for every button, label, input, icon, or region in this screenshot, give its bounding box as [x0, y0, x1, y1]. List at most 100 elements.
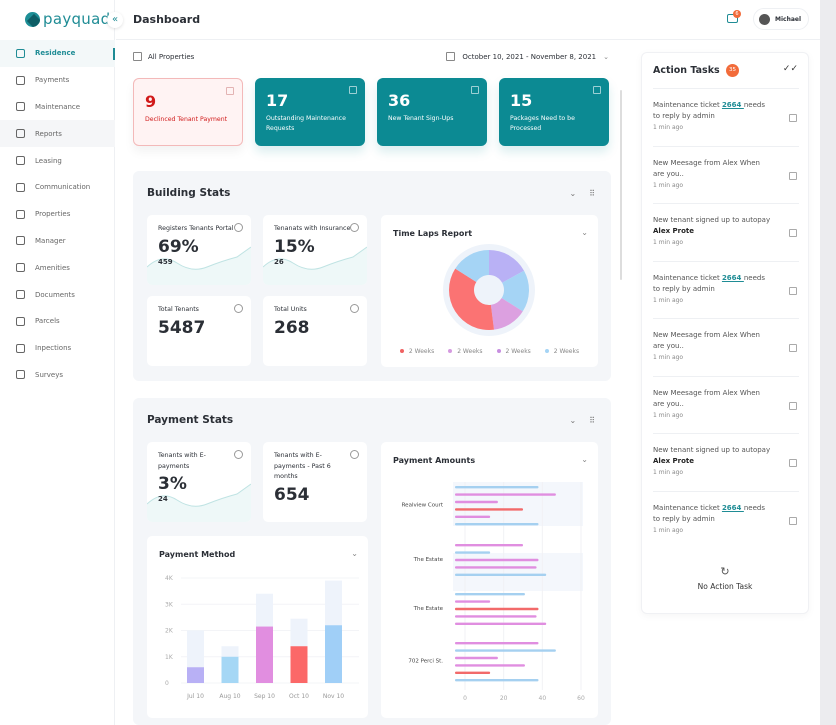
info-icon[interactable]	[350, 304, 359, 313]
legend-label: 2 Weeks	[457, 348, 483, 355]
parcel-icon	[16, 316, 25, 326]
task-text-part: needs to reply by admin	[653, 101, 765, 120]
logo[interactable]: payquad	[25, 10, 110, 28]
external-link-icon[interactable]	[789, 516, 797, 525]
drag-handle-icon[interactable]: ⠿	[589, 416, 595, 425]
info-icon[interactable]	[350, 450, 359, 459]
home-icon	[16, 48, 25, 58]
task-item[interactable]: New Meesage from Alex When are you.. 1 mi…	[653, 145, 799, 204]
chevron-down-icon[interactable]: ⌄	[569, 189, 577, 198]
sidebar-item-amenities[interactable]: Amenities	[0, 254, 115, 281]
sidebar-item-maintenance[interactable]: Maintenance	[0, 94, 115, 121]
external-link-icon[interactable]	[789, 114, 797, 122]
sidebar-item-label: Manager	[35, 236, 66, 245]
documents-icon	[16, 290, 25, 300]
kpi-card[interactable]: 36 New Tenant Sign-Ups	[377, 78, 487, 146]
external-link-icon[interactable]	[471, 86, 479, 94]
group-band	[453, 482, 583, 526]
task-item[interactable]: New Meesage from Alex When are you.. 1 mi…	[653, 318, 799, 376]
sidebar-item-communication[interactable]: Communication	[0, 174, 115, 201]
task-text: New Meesage from Alex When are you..	[653, 388, 773, 410]
sidebar-item-leasing[interactable]: Leasing	[0, 147, 115, 174]
sidebar-item-parcels[interactable]: Parcels	[0, 308, 115, 335]
sidebar-item-label: Reports	[35, 129, 62, 138]
property-filter[interactable]: All Properties	[133, 52, 194, 61]
task-time: 1 min ago	[653, 411, 684, 419]
sidebar-item-documents[interactable]: Documents	[0, 281, 115, 308]
headset-icon	[16, 182, 25, 192]
task-text-part: Maintenance ticket	[653, 503, 722, 512]
header: Dashboard 6 Michael	[116, 0, 820, 40]
chart-title: Time Laps Report	[393, 229, 473, 238]
user-name: Michael	[775, 15, 802, 23]
kpi-card[interactable]: 17 Outstanding Maintenance Requests	[255, 78, 365, 146]
chevron-down-icon[interactable]: ⌄	[569, 416, 577, 425]
x-tick-label: Nov 10	[323, 693, 344, 700]
task-text: Maintenance ticket 2664 needs to reply b…	[653, 503, 773, 525]
task-item[interactable]: Maintenance ticket 2664 needs to reply b…	[653, 260, 799, 319]
properties-icon	[16, 209, 25, 219]
kpi-card[interactable]: 9 Declinced Tenant Payment	[133, 78, 243, 146]
info-icon[interactable]	[350, 223, 359, 232]
ticket-link[interactable]: 2664	[721, 273, 744, 282]
ticket-link[interactable]: 2664	[721, 101, 744, 109]
task-item[interactable]: Maintenance ticket 2664 needs to reply b…	[653, 490, 799, 549]
task-item[interactable]: New tenant signed up to autopay Alex Pro…	[653, 203, 799, 261]
sidebar-item-label: Residence	[35, 49, 76, 58]
sidebar-item-surveys[interactable]: Surveys	[0, 362, 115, 389]
tenant-name: Alex Prote	[653, 457, 695, 465]
info-icon[interactable]	[234, 304, 243, 313]
user-menu[interactable]: Michael	[753, 8, 809, 30]
task-text: Maintenance ticket 2664 needs to reply b…	[653, 273, 773, 295]
drag-handle-icon[interactable]: ⠿	[589, 189, 595, 198]
stat-sub-value: 459	[158, 258, 173, 266]
tenant-name: Alex Prote	[653, 227, 695, 235]
external-link-icon[interactable]	[789, 286, 797, 295]
sidebar-item-manager[interactable]: Manager	[0, 228, 115, 255]
mark-all-read-icon[interactable]: ✓✓	[782, 64, 798, 74]
date-range-picker[interactable]: October 10, 2021 - November 8, 2021 ⌄	[446, 52, 609, 61]
legend-swatch	[448, 349, 453, 353]
external-link-icon[interactable]	[593, 86, 601, 94]
task-text-part: New tenant signed up to autopay	[653, 446, 771, 454]
chevron-down-icon[interactable]: ⌄	[581, 228, 588, 237]
kpi-card[interactable]: 15 Packages Need to be Processed	[499, 78, 609, 146]
bar-value	[256, 626, 273, 683]
external-link-icon[interactable]	[789, 459, 797, 467]
task-item[interactable]: New tenant signed up to autopay Alex Pro…	[653, 433, 799, 491]
external-link-icon[interactable]	[789, 401, 797, 410]
chevron-down-icon[interactable]: ⌄	[581, 455, 588, 464]
info-icon[interactable]	[234, 450, 243, 459]
x-tick-label: 20	[500, 695, 508, 702]
kpi-value: 36	[388, 91, 411, 110]
external-link-icon[interactable]	[789, 171, 797, 180]
task-item[interactable]: New Meesage from Alex When are you.. 1 mi…	[653, 375, 799, 434]
refresh-icon[interactable]: ↻	[720, 565, 730, 578]
mail-badge: 6	[733, 10, 741, 18]
sidebar-item-inpections[interactable]: Inpections	[0, 335, 115, 362]
task-time: 1 min ago	[653, 526, 684, 534]
legend-label: 2 Weeks	[408, 348, 435, 355]
y-tick-label: 2K	[165, 628, 174, 635]
external-link-icon[interactable]	[226, 87, 234, 95]
payment-method-chart: 0 1K 2K 3K 4K Jul 10 Aug 10 Sep 10 Oct 10 Nov 10	[165, 575, 359, 700]
collapse-sidebar-button[interactable]: «	[107, 12, 123, 28]
mail-icon[interactable]	[727, 14, 738, 23]
bar	[455, 500, 498, 504]
ticket-link[interactable]: 2664	[721, 503, 744, 512]
sidebar-item-residence[interactable]: Residence	[0, 40, 115, 67]
sidebar-item-label: Documents	[35, 290, 75, 299]
external-link-icon[interactable]	[789, 344, 797, 352]
sidebar-item-properties[interactable]: Properties	[0, 201, 115, 228]
external-link-icon[interactable]	[789, 229, 797, 237]
info-icon[interactable]	[234, 223, 243, 232]
task-item[interactable]: Maintenance ticket 2664 needs to reply b…	[653, 88, 799, 146]
chevron-down-icon[interactable]: ⌄	[351, 549, 358, 558]
sidebar-item-payments[interactable]: Payments	[0, 67, 115, 94]
page-scrollbar[interactable]	[820, 0, 836, 725]
x-tick-label: Jul 10	[186, 693, 204, 700]
reports-icon	[16, 129, 25, 139]
sidebar-item-reports[interactable]: Reports	[0, 120, 115, 148]
content-scrollbar[interactable]	[620, 90, 622, 280]
external-link-icon[interactable]	[349, 86, 357, 94]
